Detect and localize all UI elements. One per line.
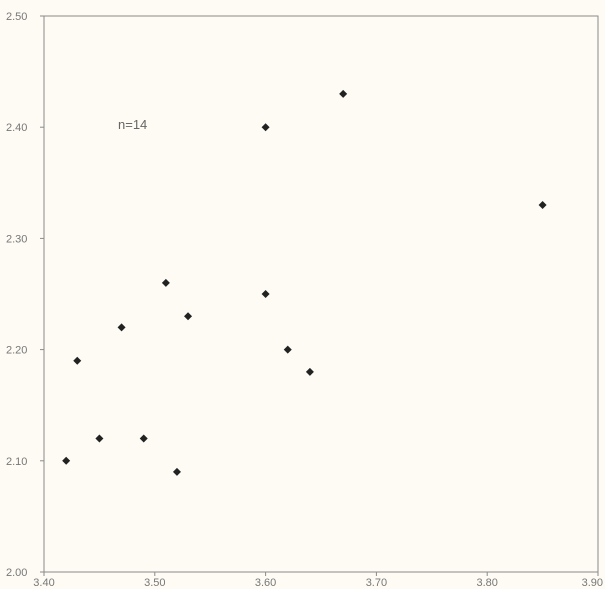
y-tick-label: 2.40 [6,122,27,134]
y-tick-label: 2.50 [6,11,27,23]
data-point [95,434,104,443]
data-point [161,278,170,287]
data-point [305,367,314,376]
x-tick-label: 3.80 [476,577,497,589]
y-tick-label: 2.30 [6,233,27,245]
x-tick-label: 3.40 [33,577,54,589]
data-point [73,356,82,365]
data-point [184,312,193,321]
plot-area-frame [43,15,599,573]
y-tick-label: 2.00 [6,567,27,579]
y-tick-label: 2.20 [6,345,27,357]
data-point [172,467,181,476]
data-point [261,123,270,132]
data-points [62,89,547,476]
sample-size-annotation: n=14 [118,117,147,132]
y-axis-ticks: 2.00 2.10 2.20 2.30 2.40 2.50 [6,11,44,579]
data-point [538,201,547,210]
y-tick-label: 2.10 [6,456,27,468]
data-point [339,89,348,98]
x-tick-label: 3.70 [366,577,387,589]
data-point [139,434,148,443]
data-point [283,345,292,354]
data-point [117,323,126,332]
data-point [261,290,270,298]
x-tick-label: 3.50 [144,577,165,589]
data-point [62,456,71,465]
x-tick-label: 3.60 [255,577,276,589]
x-tick-label: 3.90 [582,577,603,589]
x-axis-ticks: 3.40 3.50 3.60 3.70 3.80 3.90 [33,572,603,589]
